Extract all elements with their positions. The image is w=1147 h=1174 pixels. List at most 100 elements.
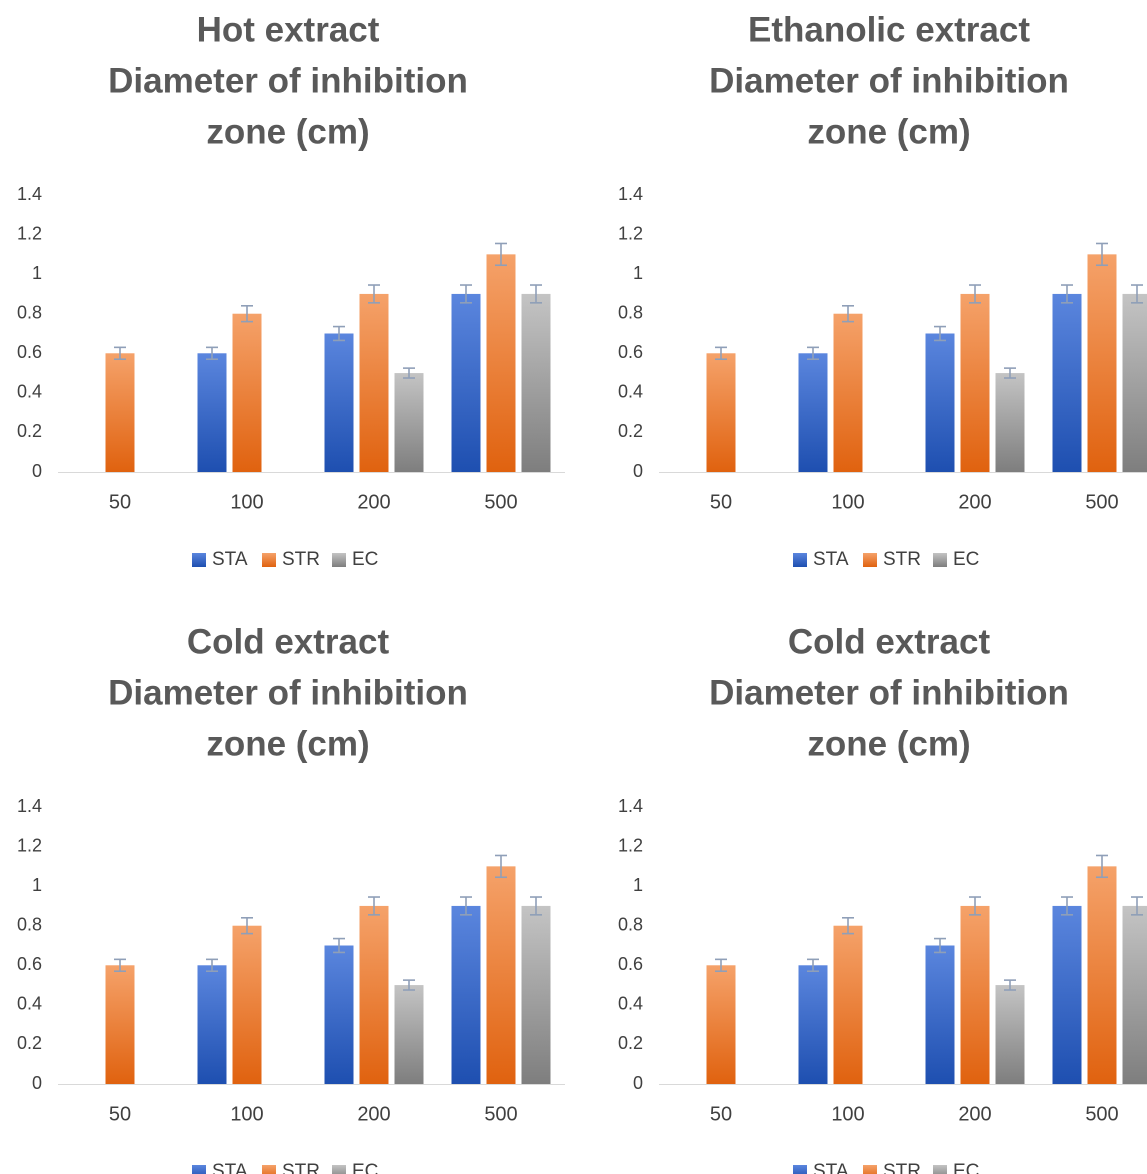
bar-sta-100 (197, 965, 227, 1084)
y-tick-label: 0.4 (17, 994, 42, 1014)
y-tick-label: 1.2 (17, 835, 42, 855)
error-bar-ec-200 (403, 979, 415, 991)
legend-label-ec: EC (953, 549, 979, 570)
error-bar-sta-500 (1061, 284, 1073, 304)
x-category-label: 200 (357, 1103, 390, 1125)
legend-label-sta: STA (212, 1161, 248, 1174)
legend-swatch-str (262, 1165, 276, 1174)
error-bar-str-50 (715, 346, 727, 361)
x-category-label: 50 (109, 491, 131, 513)
bar-str-200 (960, 905, 990, 1084)
error-bar-sta-100 (206, 958, 218, 973)
chart-panel-4: Cold extract Diameter of inhibition zone (… (618, 622, 1147, 1174)
x-category-label: 50 (710, 491, 732, 513)
error-bar-str-500 (495, 854, 507, 879)
legend-label-ec: EC (352, 1161, 378, 1174)
error-bar-ec-500 (1131, 896, 1143, 916)
error-bar-str-50 (114, 958, 126, 973)
legend-swatch-ec (933, 553, 947, 567)
error-bar-ec-200 (403, 367, 415, 379)
bar-str-100 (232, 313, 262, 472)
y-tick-label: 1 (633, 263, 643, 283)
chart-title-line-3: zone (cm) (206, 724, 369, 763)
legend-label-ec: EC (352, 549, 378, 570)
y-tick-label: 1.4 (17, 796, 42, 816)
y-tick-label: 1.4 (618, 184, 643, 204)
y-tick-label: 1.2 (17, 223, 42, 243)
bar-sta-200 (925, 945, 955, 1084)
y-tick-label: 0.8 (618, 914, 643, 934)
error-bar-sta-500 (460, 284, 472, 304)
legend-label-sta: STA (212, 549, 248, 570)
chart-title-line-1: Cold extract (187, 622, 390, 661)
bar-ec-200 (394, 985, 424, 1084)
legend-label-str: STR (282, 549, 320, 570)
error-bar-str-200 (969, 896, 981, 916)
chart-title-line-2: Diameter of inhibition (709, 673, 1069, 712)
bar-str-500 (486, 866, 516, 1084)
bar-ec-500 (1122, 905, 1147, 1084)
x-category-label: 500 (1085, 491, 1118, 513)
x-category-label: 200 (958, 491, 991, 513)
y-tick-label: 1 (32, 875, 42, 895)
chart-title-line-2: Diameter of inhibition (108, 673, 468, 712)
error-bar-ec-500 (1131, 284, 1143, 304)
error-bar-str-100 (241, 916, 253, 935)
y-tick-label: 0.8 (17, 914, 42, 934)
chart-panel-2: Ethanolic extract Diameter of inhibition z… (618, 10, 1147, 570)
x-category-label: 100 (230, 491, 263, 513)
legend-swatch-str (262, 553, 276, 567)
y-tick-label: 1.2 (618, 835, 643, 855)
error-bar-ec-500 (530, 896, 542, 916)
error-bar-str-50 (715, 958, 727, 973)
y-tick-label: 0 (633, 1073, 643, 1093)
x-category-label: 500 (484, 1103, 517, 1125)
y-tick-label: 0.4 (17, 382, 42, 402)
bar-sta-500 (1052, 905, 1082, 1084)
x-category-label: 50 (109, 1103, 131, 1125)
legend-label-str: STR (282, 1161, 320, 1174)
error-bar-str-500 (495, 242, 507, 267)
chart-title-line-2: Diameter of inhibition (709, 61, 1069, 100)
bar-ec-500 (1122, 293, 1147, 472)
y-tick-label: 0.6 (618, 342, 643, 362)
bar-str-200 (960, 293, 990, 472)
bar-sta-100 (798, 353, 828, 472)
x-category-label: 500 (1085, 1103, 1118, 1125)
y-tick-label: 0 (633, 461, 643, 481)
chart-panel-3: Cold extract Diameter of inhibition zone (… (17, 622, 565, 1174)
legend-swatch-ec (332, 553, 346, 567)
y-tick-label: 1 (32, 263, 42, 283)
bar-str-50 (105, 353, 135, 472)
chart-title-line-1: Ethanolic extract (748, 10, 1030, 49)
bar-sta-100 (798, 965, 828, 1084)
chart-title-line-3: zone (cm) (206, 112, 369, 151)
error-bar-ec-200 (1004, 367, 1016, 379)
error-bar-sta-100 (807, 958, 819, 973)
error-bar-str-100 (241, 304, 253, 323)
y-tick-label: 0.2 (17, 1033, 42, 1053)
chart-title-line-2: Diameter of inhibition (108, 61, 468, 100)
error-bar-sta-200 (934, 937, 946, 954)
error-bar-str-50 (114, 346, 126, 361)
error-bar-sta-200 (934, 325, 946, 342)
legend-swatch-sta (192, 1165, 206, 1174)
error-bar-sta-200 (333, 937, 345, 954)
y-tick-label: 0.8 (17, 302, 42, 322)
chart-title-line-3: zone (cm) (807, 724, 970, 763)
y-tick-label: 0.6 (17, 342, 42, 362)
legend-swatch-sta (793, 1165, 807, 1174)
bar-str-50 (706, 965, 736, 1084)
error-bar-str-500 (1096, 854, 1108, 879)
bar-ec-500 (521, 905, 551, 1084)
bar-ec-200 (995, 985, 1025, 1084)
error-bar-str-100 (842, 304, 854, 323)
y-tick-label: 0.6 (17, 954, 42, 974)
bar-str-100 (232, 925, 262, 1084)
bar-str-100 (833, 925, 863, 1084)
error-bar-str-500 (1096, 242, 1108, 267)
y-tick-label: 0.8 (618, 302, 643, 322)
x-category-label: 200 (958, 1103, 991, 1125)
bar-str-500 (486, 254, 516, 472)
legend-label-str: STR (883, 549, 921, 570)
